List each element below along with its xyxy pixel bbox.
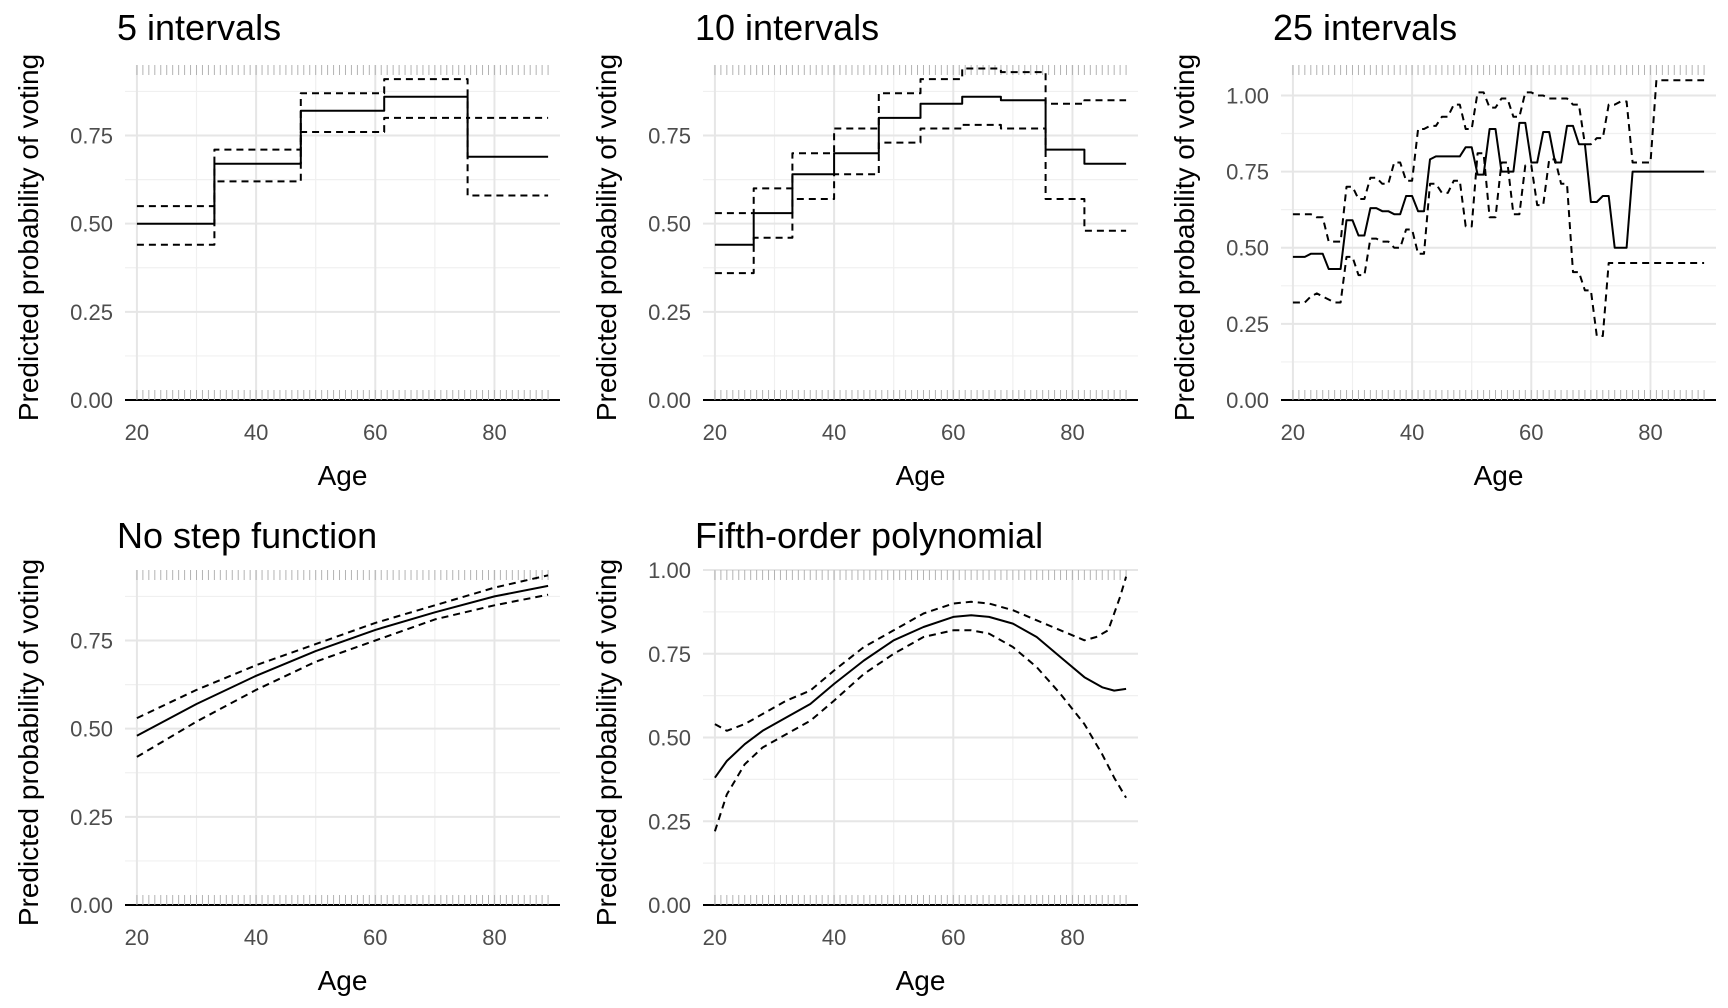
y-axis-title: Predicted probability of voting: [13, 559, 44, 926]
y-tick-label: 0.50: [70, 717, 113, 742]
y-tick-label: 0.75: [648, 642, 691, 667]
series-lower-line: [136, 593, 549, 758]
y-axis-title: Predicted probability of voting: [13, 54, 44, 421]
y-tick-label: 0.50: [1226, 236, 1269, 261]
series-upper-line: [136, 78, 549, 208]
chart-panel-1: 0.00 0.25 0.50 0.75 20 40 60 80 5 intervals Age Pr…: [13, 7, 560, 491]
x-tick-label: 20: [703, 420, 727, 445]
y-tick-label: 1.00: [1226, 83, 1269, 108]
y-tick-label: 0.75: [648, 124, 691, 149]
y-tick-label: 0.00: [1226, 388, 1269, 413]
panel-title: 10 intervals: [695, 7, 879, 48]
y-axis-title: Predicted probability of voting: [591, 54, 622, 421]
y-tick-label: 0.75: [1226, 160, 1269, 185]
y-tick-label: 0.75: [70, 629, 113, 654]
series-estimate-line: [136, 95, 549, 225]
chart-panel-4: 0.00 0.25 0.50 0.75 20 40 60 80 No step function…: [13, 515, 560, 996]
x-tick-label: 80: [1060, 925, 1084, 950]
x-axis-title: Age: [1474, 460, 1524, 491]
chart-panel-2: 0.00 0.25 0.50 0.75 20 40 60 80 10 intervals Age P…: [591, 7, 1138, 491]
series-lower-line: [713, 629, 1127, 832]
x-tick-label: 60: [1519, 420, 1543, 445]
x-axis-title: Age: [896, 460, 946, 491]
x-tick-label: 60: [363, 925, 387, 950]
series-upper-line: [714, 576, 1128, 732]
y-tick-label: 0.00: [648, 893, 691, 918]
series-lower-line: [1292, 152, 1705, 337]
x-axis-title: Age: [318, 460, 368, 491]
x-tick-label: 80: [1638, 420, 1662, 445]
x-axis-title: Age: [896, 965, 946, 996]
y-tick-label: 0.25: [648, 809, 691, 834]
x-tick-label: 20: [125, 925, 149, 950]
y-tick-label: 0.25: [648, 300, 691, 325]
series-estimate-line: [714, 614, 1127, 779]
y-tick-label: 0.00: [648, 388, 691, 413]
y-tick-label: 1.00: [648, 558, 691, 583]
y-tick-label: 0.50: [648, 212, 691, 237]
x-tick-label: 60: [363, 420, 387, 445]
x-tick-label: 80: [482, 925, 506, 950]
x-tick-label: 20: [125, 420, 149, 445]
series-upper-line: [1292, 79, 1705, 243]
x-tick-label: 20: [703, 925, 727, 950]
y-tick-label: 0.25: [1226, 312, 1269, 337]
x-tick-label: 40: [244, 925, 268, 950]
series-estimate-line: [714, 95, 1127, 246]
series-lower-line: [136, 116, 549, 246]
series-estimate-line: [136, 584, 549, 737]
y-tick-label: 0.75: [70, 124, 113, 149]
series-upper-line: [714, 67, 1127, 215]
x-tick-label: 60: [941, 925, 965, 950]
x-tick-label: 80: [482, 420, 506, 445]
y-tick-label: 0.25: [70, 805, 113, 830]
y-tick-label: 0.50: [648, 726, 691, 751]
series-lower-line: [714, 123, 1127, 275]
x-tick-label: 80: [1060, 420, 1084, 445]
y-tick-label: 0.00: [70, 893, 113, 918]
y-tick-label: 0.50: [70, 212, 113, 237]
x-tick-label: 40: [1400, 420, 1424, 445]
x-tick-label: 40: [244, 420, 268, 445]
x-tick-label: 40: [822, 420, 846, 445]
y-axis-title: Predicted probability of voting: [1169, 54, 1200, 421]
panel-title: 25 intervals: [1273, 7, 1457, 48]
y-tick-label: 0.25: [70, 300, 113, 325]
panel-title: No step function: [117, 515, 377, 556]
x-axis-title: Age: [318, 965, 368, 996]
chart-panel-3: 0.00 0.25 0.50 0.75 1.00 20 40 60 80 25 intervals…: [1169, 7, 1716, 491]
panel-title: 5 intervals: [117, 7, 281, 48]
x-tick-label: 20: [1281, 420, 1305, 445]
x-tick-label: 60: [941, 420, 965, 445]
x-tick-label: 40: [822, 925, 846, 950]
chart-panel-5: 0.00 0.25 0.50 0.75 1.00 20 40 60 80 Fifth-order …: [591, 515, 1138, 996]
y-tick-label: 0.00: [70, 388, 113, 413]
series-upper-line: [136, 574, 549, 720]
panel-title: Fifth-order polynomial: [695, 515, 1043, 556]
y-axis-title: Predicted probability of voting: [591, 559, 622, 926]
